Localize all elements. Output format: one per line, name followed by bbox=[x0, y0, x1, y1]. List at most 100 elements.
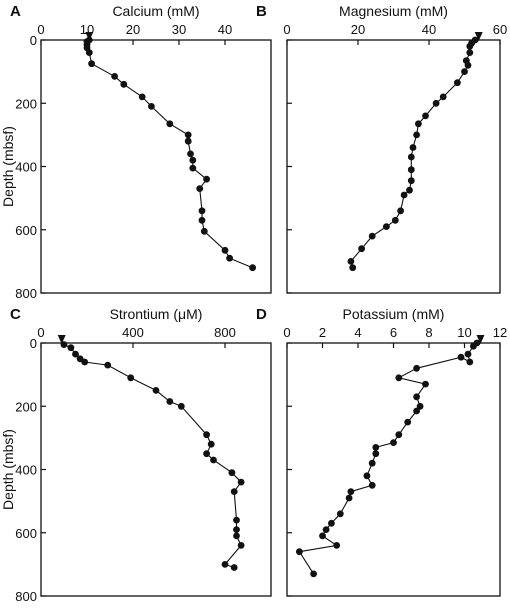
panel-d-letter: D bbox=[256, 306, 267, 323]
panel-a-data-point bbox=[226, 254, 234, 262]
panel-b-data-point bbox=[400, 191, 408, 199]
panel-a-data-point bbox=[189, 156, 197, 164]
panel-a-ytick-label: 400 bbox=[15, 160, 37, 175]
panel-a-data-point bbox=[196, 185, 204, 193]
panel-d-data-point bbox=[422, 380, 429, 388]
panel-a-ytick-label: 600 bbox=[15, 223, 37, 238]
panel-b-data-point bbox=[391, 216, 399, 224]
panel-a-data-point bbox=[198, 216, 206, 224]
panel-a-data-point bbox=[249, 264, 256, 272]
panel-c-data-point bbox=[228, 469, 236, 477]
panel-b-data-point bbox=[368, 232, 376, 240]
panel-a-data-point bbox=[198, 207, 206, 215]
panel-c-data-point bbox=[60, 341, 68, 348]
panel-c-xtick-label: 0 bbox=[37, 325, 44, 340]
panel-d-data-point bbox=[319, 532, 326, 540]
panel-d-data-point bbox=[416, 402, 424, 410]
panel-b-data-point bbox=[406, 186, 413, 194]
panel-d-data-point bbox=[310, 570, 317, 578]
panel-d-data-point bbox=[328, 519, 335, 527]
panel-b-data-point bbox=[466, 42, 474, 50]
panel-d-data-point bbox=[363, 472, 371, 480]
panel-d-xtick-label: 6 bbox=[390, 325, 397, 340]
panel-b-data-point bbox=[409, 144, 417, 151]
panel-b-data-point bbox=[407, 153, 415, 161]
panel-b-series-line bbox=[350, 39, 476, 268]
panel-a-data-point bbox=[184, 131, 192, 139]
panel-a-xtick-label: 0 bbox=[37, 22, 44, 37]
panel-d-xtick-label: 12 bbox=[493, 325, 507, 340]
panel-b-data-point bbox=[397, 207, 404, 215]
panel-b-data-point bbox=[464, 61, 472, 69]
panel-b-xtick-label: 20 bbox=[351, 22, 365, 37]
panel-d-data-point bbox=[347, 488, 355, 495]
panel-b-data-point bbox=[407, 166, 415, 174]
panel-d-data-point bbox=[390, 439, 397, 446]
panel-c-series-line bbox=[63, 344, 242, 569]
panel-d-title: Potassium (mM) bbox=[343, 306, 445, 322]
panel-c-data-point bbox=[210, 456, 217, 464]
panel-c-ylabel: Depth (mbsf) bbox=[0, 429, 16, 510]
panel-c-data-point bbox=[72, 350, 79, 358]
panel-a-series-line bbox=[86, 39, 253, 269]
panel-a: A Calcium (mM)0 10 20 30 400200400600800Depth… bbox=[0, 3, 272, 301]
panel-d-xtick-label: 2 bbox=[319, 325, 326, 340]
panel-d-data-point bbox=[413, 407, 420, 415]
panel-d-data-point bbox=[466, 358, 474, 366]
panel-d-data-point bbox=[368, 459, 376, 467]
panel-b-data-point bbox=[407, 177, 415, 185]
panel-a-data-point bbox=[166, 120, 174, 128]
panel-a-data-point bbox=[203, 175, 211, 183]
panel-c-ytick-label: 0 bbox=[30, 336, 37, 351]
panel-a-data-point bbox=[184, 137, 192, 145]
panel-b: B Magnesium (mM) 0 20 40 60 bbox=[256, 3, 507, 294]
panel-a-xtick-label: 20 bbox=[126, 22, 140, 37]
panel-a-data-point bbox=[111, 73, 118, 80]
panel-c-data-point bbox=[67, 344, 75, 352]
panel-c-data-point bbox=[233, 516, 240, 524]
panel-d-data-point bbox=[457, 353, 465, 361]
panel-c-ytick-label: 200 bbox=[15, 399, 37, 414]
panel-a-data-point bbox=[189, 164, 197, 172]
panel-d-data-point bbox=[395, 431, 403, 439]
panel-b-data-point bbox=[347, 258, 355, 265]
panel-a-xtick-label: 40 bbox=[218, 22, 232, 37]
panel-a-ylabel: Depth (mbsf) bbox=[0, 126, 16, 207]
panel-c-data-point bbox=[177, 402, 185, 410]
panel-d-data-point bbox=[372, 450, 380, 458]
panel-a-data-point bbox=[187, 150, 194, 158]
panel-a-data-point bbox=[148, 103, 155, 110]
panel-d-data-point bbox=[336, 510, 344, 518]
panel-c-data-point bbox=[233, 526, 240, 533]
panel-c-data-point bbox=[230, 564, 238, 571]
panel-c-data-point bbox=[230, 488, 238, 495]
panel-c-ytick-label: 400 bbox=[15, 463, 37, 478]
panel-c-xtick-label: 400 bbox=[122, 325, 144, 340]
panel-c-frame bbox=[40, 342, 272, 597]
panel-b-data-point bbox=[432, 99, 440, 107]
panel-d-series-line bbox=[298, 342, 478, 575]
panel-b-data-point bbox=[439, 93, 447, 101]
panel-c-letter: C bbox=[10, 306, 21, 323]
panel-d-frame bbox=[286, 342, 501, 597]
panel-a-data-point bbox=[85, 49, 93, 56]
panel-c-xtick-label: 800 bbox=[214, 325, 236, 340]
panel-a-ytick-label: 0 bbox=[30, 33, 37, 48]
panel-c-data-point bbox=[237, 542, 245, 549]
panel-b-xtick-label: 0 bbox=[283, 22, 290, 37]
panel-b-letter: B bbox=[256, 3, 267, 20]
panel-d-seawater-arrow bbox=[476, 335, 485, 344]
panel-d-data-point bbox=[404, 418, 412, 426]
panel-d-xtick-label: 0 bbox=[283, 325, 290, 340]
panel-b-data-point bbox=[422, 112, 429, 120]
panel-d-xtick-label: 10 bbox=[457, 325, 471, 340]
panel-c-data-point bbox=[81, 358, 89, 366]
panel-c-data-point bbox=[104, 361, 112, 369]
panel-d-data-point bbox=[413, 364, 420, 372]
panel-c-data-point bbox=[203, 431, 211, 439]
panel-d-data-point bbox=[395, 374, 403, 382]
panel-b-data-point bbox=[413, 131, 420, 139]
panel-b-xtick-label: 40 bbox=[422, 22, 436, 37]
panel-d-data-point bbox=[345, 494, 353, 502]
